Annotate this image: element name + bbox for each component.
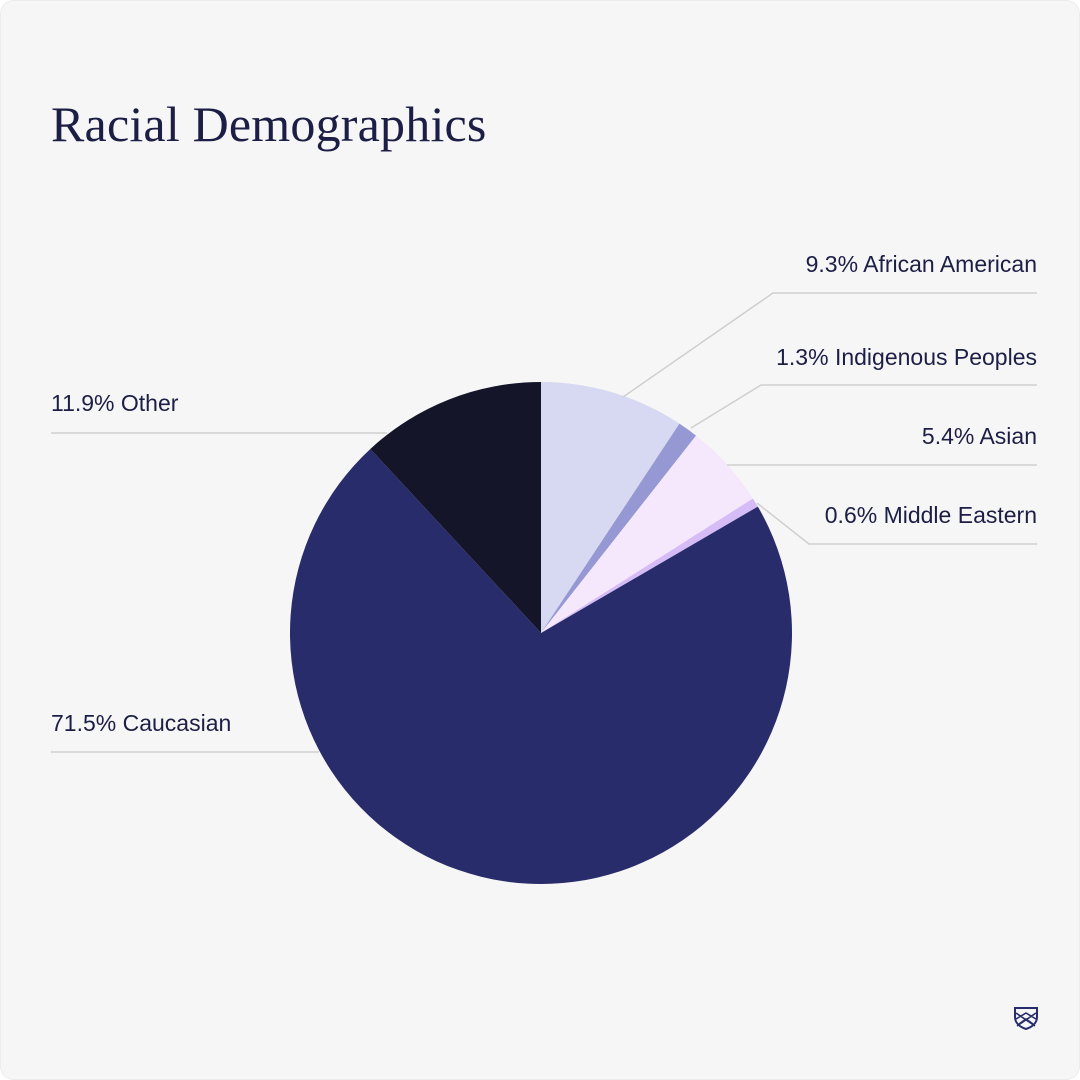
slice-label-5: 11.9% Other bbox=[51, 390, 179, 416]
slice-label-1: 1.3% Indigenous Peoples bbox=[776, 344, 1037, 370]
pie-slice-1 bbox=[541, 423, 697, 633]
pie-slices bbox=[289, 382, 792, 884]
leader-line-0 bbox=[622, 292, 1037, 398]
slice-labels: 9.3% African American 1.3% Indigenous Peo… bbox=[51, 251, 1037, 736]
pie-slice-0 bbox=[541, 382, 680, 633]
leader-line-1 bbox=[690, 384, 1037, 429]
slice-label-2: 5.4% Asian bbox=[922, 423, 1037, 449]
slice-label-0: 9.3% African American bbox=[806, 251, 1037, 277]
shield-crest-icon bbox=[1014, 1007, 1038, 1031]
chart-title: Racial Demographics bbox=[51, 96, 487, 152]
pie-slice-3 bbox=[541, 498, 758, 633]
leader-lines bbox=[51, 292, 1037, 753]
slice-label-4: 71.5% Caucasian bbox=[51, 710, 231, 736]
slice-label-3: 0.6% Middle Eastern bbox=[825, 502, 1037, 528]
pie-slice-5 bbox=[370, 382, 541, 633]
pie-slice-2 bbox=[541, 435, 753, 633]
leader-line-3 bbox=[756, 502, 1037, 545]
pie-slice-4 bbox=[289, 448, 792, 884]
